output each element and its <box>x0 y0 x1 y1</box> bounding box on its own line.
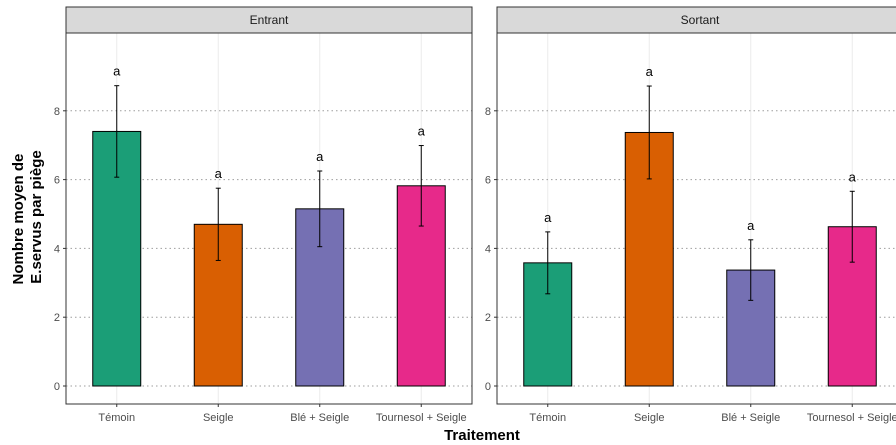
y-tick-label: 6 <box>54 175 60 187</box>
panel-sortant: Sortant 0 2 4 6 8 a a a a Témoin Seigle Blé + Seigle… <box>485 6 896 424</box>
panel-border <box>496 32 896 405</box>
significance-label: a <box>113 64 121 79</box>
x-tick-label: Blé + Seigle <box>721 412 780 424</box>
y-tick-label: 6 <box>485 175 491 187</box>
y-tick-label: 4 <box>485 243 491 255</box>
significance-label: a <box>646 64 654 79</box>
strip-title: Entrant <box>250 13 289 27</box>
y-tick-label: 2 <box>54 312 60 324</box>
y-tick-label: 8 <box>54 106 60 118</box>
significance-label: a <box>215 166 223 181</box>
x-tick-label: Témoin <box>98 412 135 424</box>
y-tick-label: 2 <box>485 312 491 324</box>
y-axis-title-line-1: Nombre moyen de <box>10 154 27 285</box>
panel-entrant: Entrant 0 2 4 6 8 a a a a Témoin Seigle Blé + Seigle… <box>54 6 473 424</box>
significance-label: a <box>544 210 552 225</box>
significance-label: a <box>418 124 426 139</box>
significance-label: a <box>316 149 324 164</box>
y-axis-title: Nombre moyen de E.servus par piège <box>10 149 45 284</box>
x-tick-label: Tournesol + Seigle <box>376 412 467 424</box>
strip-background <box>496 6 896 34</box>
y-tick-label: 0 <box>485 381 491 393</box>
x-tick-label: Seigle <box>634 412 665 424</box>
strip-title: Sortant <box>681 13 720 27</box>
x-tick-label: Seigle <box>203 412 234 424</box>
y-tick-label: 0 <box>54 381 60 393</box>
y-tick-label: 4 <box>54 243 60 255</box>
x-axis-title: Traitement <box>444 427 520 444</box>
x-tick-label: Témoin <box>529 412 566 424</box>
y-tick-label: 8 <box>485 106 491 118</box>
x-tick-label: Tournesol + Seigle <box>807 412 896 424</box>
strip-background <box>65 6 473 34</box>
x-tick-label: Blé + Seigle <box>290 412 349 424</box>
significance-label: a <box>747 218 755 233</box>
bar <box>624 131 674 387</box>
panel-border <box>65 32 473 405</box>
y-axis-title-line-2: E.servus par piège <box>28 150 45 283</box>
significance-label: a <box>849 169 857 184</box>
